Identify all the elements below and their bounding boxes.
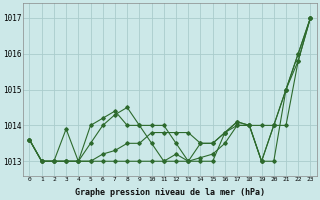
X-axis label: Graphe pression niveau de la mer (hPa): Graphe pression niveau de la mer (hPa): [75, 188, 265, 197]
